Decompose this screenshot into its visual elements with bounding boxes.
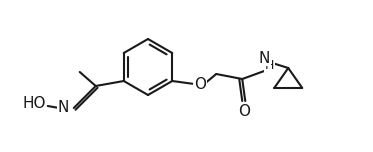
Text: O: O [238, 104, 250, 119]
Text: O: O [194, 76, 206, 92]
Text: HO: HO [22, 97, 46, 112]
Text: N: N [57, 100, 69, 116]
Text: H: H [264, 59, 274, 71]
Text: N: N [258, 50, 270, 66]
